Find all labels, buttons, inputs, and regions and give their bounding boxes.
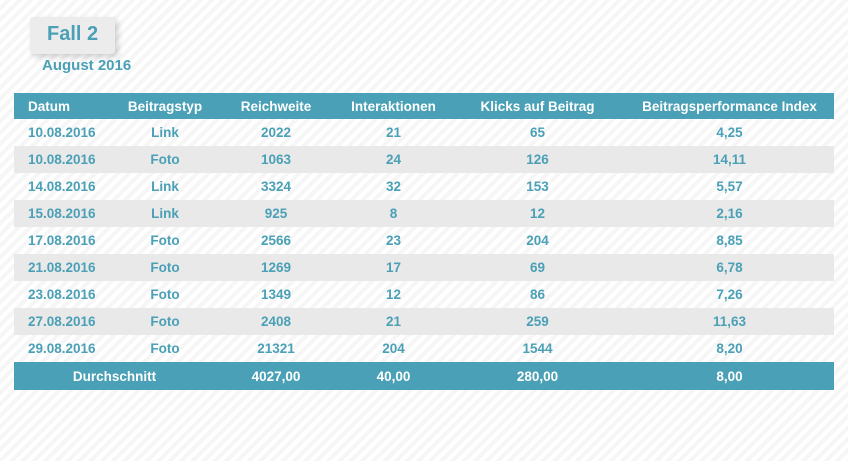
table-row: 21.08.2016 Foto 1269 17 69 6,78 — [14, 254, 834, 281]
table-cell: 27.08.2016 — [28, 314, 96, 329]
table-cell: 3324 — [260, 179, 292, 194]
footer-value-reichweite: 4027,00 — [215, 362, 337, 390]
table-cell: 8,20 — [716, 341, 743, 356]
table-cell: Link — [151, 206, 179, 221]
footer-value-bpi: 8,00 — [625, 362, 834, 390]
table-row: 29.08.2016 Foto 21321 204 1544 8,20 — [14, 335, 834, 362]
table-cell: 10.08.2016 — [28, 125, 96, 140]
table-cell: 925 — [264, 206, 288, 221]
table-row: 17.08.2016 Foto 2566 23 204 8,85 — [14, 227, 834, 254]
table-row: 23.08.2016 Foto 1349 12 86 7,26 — [14, 281, 834, 308]
table-cell: 29.08.2016 — [28, 341, 96, 356]
table-cell: 17.08.2016 — [28, 233, 96, 248]
table-cell: 23 — [385, 233, 402, 248]
table-cell: Foto — [150, 287, 180, 302]
footer-label: Durchschnitt — [14, 362, 215, 390]
table-cell: 7,26 — [716, 287, 743, 302]
table-cell: 23.08.2016 — [28, 287, 96, 302]
table-cell: Foto — [150, 233, 180, 248]
table-cell: 8,85 — [716, 233, 743, 248]
table-cell: 14.08.2016 — [28, 179, 96, 194]
table-cell: Foto — [150, 152, 180, 167]
table-cell: 21321 — [257, 341, 295, 356]
table-row: 27.08.2016 Foto 2408 21 259 11,63 — [14, 308, 834, 335]
table-cell: 1349 — [260, 287, 292, 302]
table-cell: 204 — [526, 233, 549, 248]
table-cell: 5,57 — [716, 179, 743, 194]
table-cell: 86 — [529, 287, 546, 302]
table-cell: 4,25 — [716, 125, 743, 140]
column-header-datum: Datum — [14, 93, 115, 119]
case-badge: Fall 2 — [30, 17, 116, 54]
table-header-row: Datum Beitragstyp Reichweite Interaktion… — [14, 93, 834, 119]
table-cell: 259 — [526, 314, 549, 329]
table-cell: 69 — [529, 260, 546, 275]
table-footer-row: Durchschnitt 4027,00 40,00 280,00 8,00 — [14, 362, 834, 390]
table-cell: 21 — [385, 125, 402, 140]
table-cell: 14,11 — [712, 152, 747, 167]
table-cell: 65 — [529, 125, 546, 140]
table-cell: Link — [151, 179, 179, 194]
table-cell: 2022 — [260, 125, 292, 140]
footer-value-klicks: 280,00 — [450, 362, 625, 390]
column-header-bpi: Beitragsperformance Index — [625, 93, 834, 119]
table-cell: 204 — [382, 341, 405, 356]
table-cell: 11,63 — [712, 314, 747, 329]
table-cell: 10.08.2016 — [28, 152, 96, 167]
table-cell: 1269 — [260, 260, 292, 275]
table-cell: 15.08.2016 — [28, 206, 96, 221]
table-cell: 12 — [529, 206, 546, 221]
table-cell: 21 — [385, 314, 402, 329]
table-cell: 126 — [526, 152, 549, 167]
table-cell: 6,78 — [716, 260, 743, 275]
column-header-interaktionen: Interaktionen — [337, 93, 450, 119]
table-row: 10.08.2016 Link 2022 21 65 4,25 — [14, 119, 834, 146]
table-cell: Foto — [150, 260, 180, 275]
column-header-klicks: Klicks auf Beitrag — [450, 93, 625, 119]
table-cell: Foto — [150, 341, 180, 356]
column-header-reichweite: Reichweite — [215, 93, 337, 119]
table-cell: 1544 — [522, 341, 553, 356]
table-cell: 8 — [389, 206, 398, 221]
table-cell: 32 — [385, 179, 402, 194]
report-subtitle: August 2016 — [42, 57, 132, 74]
table-cell: 1063 — [260, 152, 292, 167]
table-cell: 12 — [385, 287, 402, 302]
table-cell: 24 — [385, 152, 402, 167]
table-cell: 153 — [526, 179, 549, 194]
table-cell: 17 — [385, 260, 402, 275]
table-row: 10.08.2016 Foto 1063 24 126 14,11 — [14, 146, 834, 173]
table-row: 14.08.2016 Link 3324 32 153 5,57 — [14, 173, 834, 200]
table-cell: Foto — [150, 314, 180, 329]
table-row: 15.08.2016 Link 925 8 12 2,16 — [14, 200, 834, 227]
table-cell: 2566 — [260, 233, 292, 248]
table-cell: 2408 — [260, 314, 292, 329]
table-cell: 21.08.2016 — [28, 260, 96, 275]
table-cell: Link — [151, 125, 179, 140]
table-cell: 2,16 — [716, 206, 743, 221]
column-header-beitragstyp: Beitragstyp — [115, 93, 215, 119]
performance-table: Datum Beitragstyp Reichweite Interaktion… — [14, 93, 834, 390]
table-body: 10.08.2016 Link 2022 21 65 4,25 10.08.2016 Foto… — [14, 119, 834, 362]
footer-value-interaktionen: 40,00 — [337, 362, 450, 390]
case-badge-label: Fall 2 — [47, 23, 99, 45]
